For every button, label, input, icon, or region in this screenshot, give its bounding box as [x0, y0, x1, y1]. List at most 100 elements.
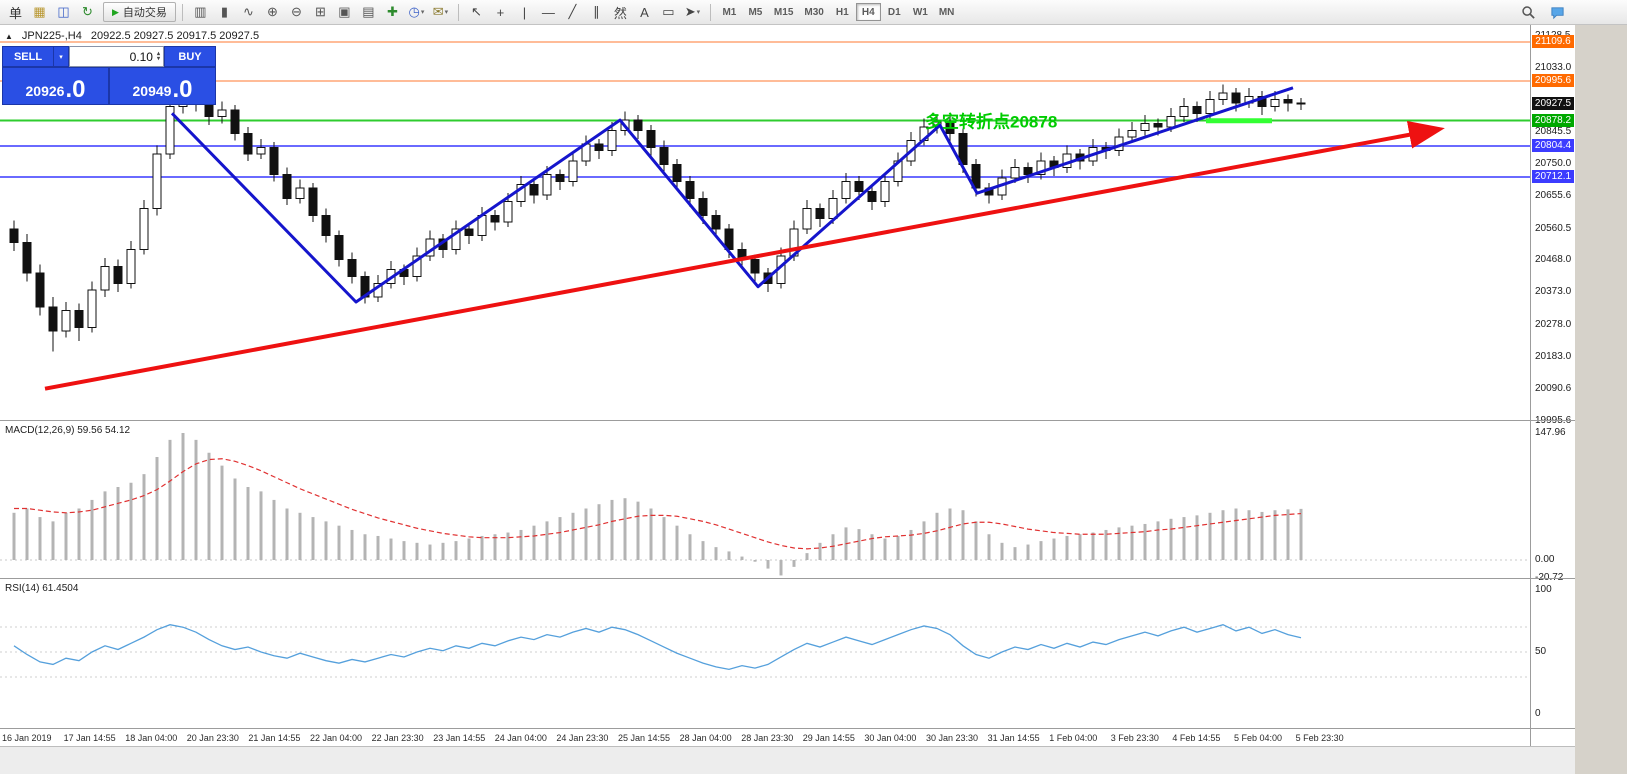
price-tick: 20468.0 [1535, 254, 1572, 266]
new-chart-icon: ▦ [33, 4, 46, 19]
play-icon: ▶ [112, 6, 119, 17]
profiles-button[interactable]: ◫ [52, 2, 75, 22]
price-badge: 20927.5 [1532, 96, 1574, 110]
buy-button[interactable]: BUY [164, 46, 216, 67]
dropdown-arrow-icon: ▾ [420, 9, 425, 16]
volume-field[interactable]: 0.10 ▴ ▾ [69, 46, 164, 67]
refresh-icon: ↻ [82, 4, 93, 19]
tile-windows-icon: ⊞ [314, 4, 326, 19]
ohlc-label: 20922.5 20927.5 20917.5 20927.5 [90, 30, 260, 42]
timeframe-w1-button[interactable]: W1 [908, 3, 933, 21]
chat-icon [1550, 6, 1564, 19]
tile-windows-button[interactable]: ⊞ [309, 2, 332, 22]
arrows-button[interactable]: ➤ ▾ [681, 2, 704, 22]
time-label: 22 Jan 23:30 [371, 733, 424, 743]
buy-price-big: .0 [172, 76, 193, 103]
volume-up-button[interactable]: ▴ [156, 50, 160, 57]
bar-chart-icon: ▥ [194, 4, 207, 19]
crosshair-button[interactable]: + [489, 2, 512, 22]
arrange-windows-icon: ▤ [362, 4, 375, 19]
timeframe-m15-button[interactable]: M15 [769, 3, 798, 21]
price-scale[interactable]: 21128.521033.020845.520750.020655.620560… [1530, 25, 1575, 746]
window-menu-icon[interactable]: ▲ [5, 31, 13, 41]
time-axis[interactable]: 16 Jan 2019 17 Jan 14:55 18 Jan 04:00 20 Ja… [0, 729, 1530, 746]
cursor-button[interactable]: ↖ [465, 2, 488, 22]
zoom-out-button[interactable]: ⊖ [285, 2, 308, 22]
new-window-button[interactable]: ✚ [381, 2, 404, 22]
chat-button[interactable] [1547, 2, 1567, 22]
chart-title: ▲ JPN225-,H4 20922.5 20927.5 20917.5 209… [5, 30, 259, 42]
autotrading-button[interactable]: ▶ 自动交易 [103, 2, 176, 22]
time-label: 29 Jan 14:55 [802, 733, 855, 743]
zoom-out-icon: ⊖ [290, 4, 302, 19]
chart-canvas[interactable]: 多空转折点20878 [0, 25, 1530, 746]
price-tick: 20655.6 [1535, 190, 1572, 202]
label-icon: ▭ [662, 4, 675, 19]
time-label: 25 Jan 14:55 [618, 733, 671, 743]
volume-spinner: ▴ ▾ [156, 50, 160, 62]
price-tick: 20278.0 [1535, 318, 1572, 330]
text-icon: A [640, 4, 649, 20]
price-badge: 20995.6 [1532, 73, 1574, 87]
buy-price[interactable]: 20949.0 [109, 67, 216, 105]
cascade-windows-button[interactable]: ▣ [333, 2, 356, 22]
rsi-name: RSI(14) [5, 583, 40, 594]
time-label: 30 Jan 23:30 [926, 733, 979, 743]
new-chart-button[interactable]: ▦ [28, 2, 51, 22]
autotrading-label: 自动交易 [122, 7, 167, 19]
bar-chart-button[interactable]: ▥ [189, 2, 212, 22]
annotation-text: 多空转折点20878 [925, 112, 1057, 132]
search-icon [1521, 5, 1535, 19]
trendline-button[interactable]: ╱ [561, 2, 584, 22]
time-label: 3 Feb 23:30 [1110, 733, 1159, 743]
search-button[interactable] [1518, 2, 1538, 22]
fibonacci-button[interactable]: 然 [609, 2, 632, 22]
timeframe-m1-button[interactable]: M1 [717, 3, 742, 21]
macd-tick: -20.72 [1535, 572, 1563, 584]
price-tick: 21033.0 [1535, 62, 1572, 74]
channel-button[interactable]: ∥ [585, 2, 608, 22]
horizontal-line-button[interactable]: — [537, 2, 560, 22]
label-button[interactable]: ▭ [657, 2, 680, 22]
timeframe-d1-button[interactable]: D1 [882, 3, 907, 21]
templates-button[interactable]: ✉ ▾ [429, 2, 452, 22]
line-chart-button[interactable]: ∿ [237, 2, 260, 22]
time-label: 24 Jan 23:30 [556, 733, 609, 743]
price-pane: 多空转折点20878 [0, 41, 1530, 391]
price-tick: 20845.5 [1535, 125, 1572, 137]
timeframe-m5-button[interactable]: M5 [743, 3, 768, 21]
candlestick-chart-button[interactable]: ▮ [213, 2, 236, 22]
price-tick: 20090.6 [1535, 382, 1572, 394]
sell-button[interactable]: SELL [2, 46, 54, 67]
pane-separator-rsi[interactable] [0, 578, 1575, 579]
sell-price-main: 20926 [25, 83, 65, 99]
refresh-button[interactable]: ↻ [76, 2, 99, 22]
time-label: 16 Jan 2019 [2, 733, 52, 743]
time-label: 20 Jan 23:30 [186, 733, 239, 743]
time-label: 21 Jan 14:55 [248, 733, 301, 743]
timeframe-m30-button[interactable]: M30 [799, 3, 828, 21]
rsi-label: RSI(14) 61.4504 [5, 583, 78, 594]
time-label: 5 Feb 04:00 [1234, 733, 1283, 743]
zoom-in-button[interactable]: ⊕ [261, 2, 284, 22]
pane-separator-macd[interactable] [0, 420, 1575, 421]
timeframe-h1-button[interactable]: H1 [830, 3, 855, 21]
arrange-windows-button[interactable]: ▤ [357, 2, 380, 22]
text-button[interactable]: A [633, 2, 656, 22]
volume-value: 0.10 [129, 49, 153, 64]
sell-price-big: .0 [65, 76, 86, 103]
sell-price[interactable]: 20926.0 [2, 67, 109, 105]
new-order-button[interactable]: 单 [4, 2, 27, 22]
time-label: 22 Jan 04:00 [310, 733, 363, 743]
timeframe-h4-button[interactable]: H4 [855, 3, 881, 21]
line-tools-group: ↖ + | — ╱ ∥ 然 A ▭ ➤ ▾ [465, 2, 704, 22]
trade-panel-top-row: SELL ▾ 0.10 ▴ ▾ BUY [2, 46, 216, 67]
trade-dropdown-button[interactable]: ▾ [54, 46, 69, 67]
periodicity-button[interactable]: ◷ ▾ [405, 2, 428, 22]
time-label: 17 Jan 14:55 [63, 733, 116, 743]
volume-down-button[interactable]: ▾ [156, 55, 160, 62]
vertical-line-button[interactable]: | [513, 2, 536, 22]
timeframe-mn-button[interactable]: MN [934, 3, 960, 21]
right-filler [1575, 25, 1627, 774]
